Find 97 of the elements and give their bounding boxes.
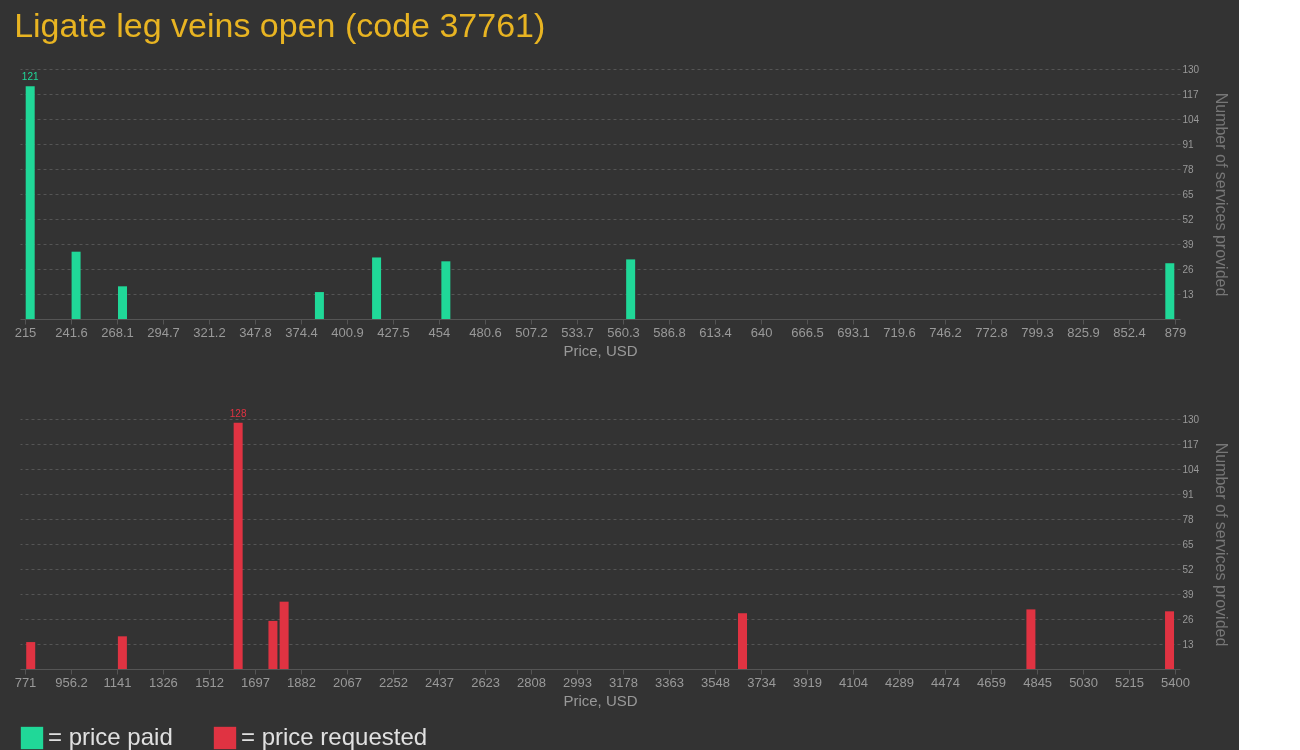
- bar: [117, 636, 127, 669]
- x-tick-label: 666.5: [791, 324, 824, 340]
- y-tick-label: 130: [1182, 413, 1200, 425]
- y-tick-label: 65: [1182, 538, 1195, 550]
- x-tick-label: 3548: [700, 674, 730, 690]
- x-tick-label: 3919: [793, 674, 823, 690]
- data-label: 128: [229, 407, 247, 419]
- chart-title: Ligate leg veins open (code 37761): [14, 6, 546, 44]
- x-tick-label: 772.8: [975, 324, 1008, 340]
- y-tick-label: 78: [1182, 513, 1195, 525]
- legend-label: = price paid: [48, 723, 173, 750]
- x-tick-label: 268.1: [101, 324, 134, 340]
- x-tick-label: 4104: [839, 674, 868, 690]
- x-tick-label: 480.6: [469, 324, 502, 340]
- y-tick-label: 104: [1182, 463, 1200, 475]
- bar: [279, 601, 289, 669]
- bar: [71, 251, 81, 319]
- data-label: 121: [21, 71, 39, 83]
- x-tick-label: 771: [14, 674, 37, 690]
- x-tick-label: 215: [14, 324, 37, 340]
- bar: [626, 259, 636, 319]
- bar: [1026, 609, 1036, 669]
- y-tick-label: 117: [1182, 88, 1199, 100]
- bar: [441, 261, 451, 319]
- x-tick-label: 879: [1164, 324, 1187, 340]
- x-tick-label: 5215: [1115, 674, 1144, 690]
- x-tick-label: 2808: [517, 674, 547, 690]
- x-tick-label: 400.9: [331, 324, 364, 340]
- bar: [1165, 263, 1175, 319]
- bar: [372, 257, 382, 319]
- x-tick-label: 1882: [287, 674, 316, 690]
- x-tick-label: 693.1: [837, 324, 870, 340]
- x-tick-label: 4659: [976, 674, 1006, 690]
- x-tick-label: 1141: [103, 674, 132, 690]
- y-tick-label: 52: [1182, 563, 1195, 575]
- x-tick-label: 5400: [1161, 674, 1190, 690]
- y-tick-label: 117: [1182, 438, 1199, 450]
- y-tick-label: 39: [1182, 238, 1195, 250]
- y-tick-label: 91: [1182, 488, 1195, 500]
- x-tick-label: 560.3: [607, 324, 640, 340]
- bar: [314, 292, 324, 319]
- x-axis-title: Price, USD: [563, 691, 638, 709]
- x-tick-label: 321.2: [193, 324, 226, 340]
- y-tick-label: 39: [1182, 588, 1195, 600]
- bar: [1165, 611, 1175, 669]
- y-tick-label: 52: [1182, 213, 1195, 225]
- x-tick-label: 825.9: [1067, 324, 1100, 340]
- x-tick-label: 374.4: [285, 324, 318, 340]
- x-tick-label: 533.7: [561, 324, 594, 340]
- x-tick-label: 4289: [885, 674, 914, 690]
- x-tick-label: 347.8: [239, 324, 272, 340]
- x-tick-label: 956.2: [55, 674, 88, 690]
- bar: [118, 286, 128, 319]
- y-tick-label: 65: [1182, 188, 1195, 200]
- x-tick-label: 1326: [148, 674, 178, 690]
- y-tick-label: 26: [1182, 613, 1195, 625]
- x-tick-label: 1512: [195, 674, 225, 690]
- y-axis-title: Number of services provided: [1213, 92, 1231, 297]
- x-tick-label: 5030: [1069, 674, 1099, 690]
- y-tick-label: 26: [1182, 263, 1195, 275]
- x-tick-label: 2623: [471, 674, 501, 690]
- x-axis-title: Price, USD: [563, 341, 638, 359]
- legend-label: = price requested: [241, 723, 428, 750]
- x-tick-label: 2067: [333, 674, 362, 690]
- x-tick-label: 719.6: [883, 324, 916, 340]
- x-tick-label: 3178: [609, 674, 638, 690]
- bar: [737, 613, 747, 669]
- x-tick-label: 2252: [378, 674, 408, 690]
- x-tick-label: 799.3: [1021, 324, 1054, 340]
- bar: [268, 620, 278, 669]
- x-tick-label: 4474: [930, 674, 960, 690]
- x-tick-label: 586.8: [653, 324, 686, 340]
- x-tick-label: 3734: [747, 674, 777, 690]
- x-tick-label: 852.4: [1113, 324, 1146, 340]
- y-tick-label: 130: [1182, 63, 1200, 75]
- x-tick-label: 241.6: [55, 324, 88, 340]
- x-tick-label: 3363: [654, 674, 684, 690]
- bar: [25, 86, 35, 319]
- y-tick-label: 13: [1182, 638, 1195, 650]
- y-tick-label: 104: [1182, 113, 1200, 125]
- x-tick-label: 640: [750, 324, 773, 340]
- bar: [26, 642, 36, 669]
- x-tick-label: 294.7: [147, 324, 180, 340]
- bar: [233, 422, 243, 669]
- x-tick-label: 454: [428, 324, 451, 340]
- y-tick-label: 78: [1182, 163, 1195, 175]
- x-tick-label: 4845: [1023, 674, 1053, 690]
- x-tick-label: 507.2: [515, 324, 548, 340]
- x-tick-label: 427.5: [377, 324, 410, 340]
- y-tick-label: 91: [1182, 138, 1195, 150]
- x-tick-label: 2993: [563, 674, 592, 690]
- x-tick-label: 1697: [241, 674, 271, 690]
- x-tick-label: 2437: [424, 674, 454, 690]
- x-tick-label: 746.2: [929, 324, 962, 340]
- y-axis-title: Number of services provided: [1213, 442, 1231, 647]
- x-tick-label: 613.4: [699, 324, 732, 340]
- y-tick-label: 13: [1182, 288, 1195, 300]
